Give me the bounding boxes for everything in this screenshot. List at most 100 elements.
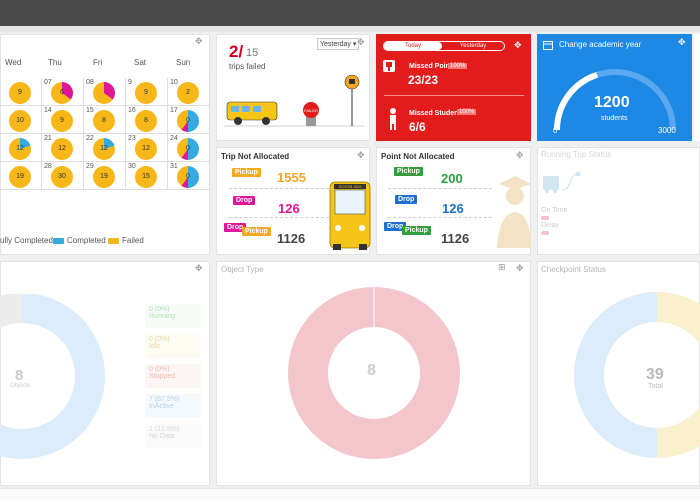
toggle-yesterday[interactable]: Yesterday [459, 43, 487, 49]
calendar-day-cell[interactable]: 29 19 [84, 162, 126, 190]
calendar-date: 10 [170, 79, 178, 86]
calendar-trip-count: 9 [60, 117, 64, 124]
missed-divider [384, 95, 524, 96]
calendar-trip-pie: 9 [135, 82, 157, 104]
calendar-trip-pie: 9 [51, 110, 73, 132]
calendar-day-cell[interactable]: 31 0 [168, 162, 210, 190]
running-trip-title: Running Trip Status [541, 150, 612, 159]
row-divider [229, 217, 329, 218]
academic-year-title[interactable]: Change academic year [559, 40, 642, 49]
calendar-trip-pie: 12 [51, 138, 73, 160]
trip-pickup-count: 1555 [277, 170, 306, 185]
calendar-day-cell[interactable]: 10 2 [168, 78, 210, 106]
calendar-trip-pie: 0 [177, 138, 199, 160]
checkpoint-total: 39 [646, 366, 664, 383]
status-idle[interactable]: 0 (0%) Idle [145, 334, 201, 358]
calendar-day-cell[interactable]: 21 12 [42, 134, 84, 162]
trip-drop-count: 126 [278, 201, 300, 216]
topbar-divider [0, 26, 700, 32]
trip-not-allocated-title: Trip Not Allocated [221, 152, 290, 161]
status-inactive[interactable]: 7 (87.5%) InActive [145, 394, 201, 418]
missed-points-title: Missed Points [409, 63, 457, 70]
calendar-day-cell[interactable]: 08 [84, 78, 126, 106]
point-both-count: 1126 [441, 231, 470, 246]
row-divider [229, 188, 329, 189]
pickup-tag: Pickup [242, 227, 271, 236]
objects-label: Objects [10, 383, 31, 389]
calendar-date: 30 [128, 163, 136, 170]
status-running[interactable]: 0 (0%) Running [145, 304, 201, 328]
period-select[interactable]: Yesterday ▾ [317, 38, 360, 50]
calendar-date: 29 [86, 163, 94, 170]
move-handle-icon[interactable]: ✥ [195, 264, 203, 274]
calendar-day-cell[interactable]: 28 30 [42, 162, 84, 190]
calendar-trip-pie: 15 [135, 166, 157, 188]
calendar-day-cell[interactable]: 23 12 [126, 134, 168, 162]
calendar-day-cell[interactable]: 19 [0, 162, 42, 190]
weekday-header: Wed [5, 58, 22, 67]
next-card-edge [694, 34, 700, 141]
move-handle-icon[interactable]: ✥ [678, 38, 686, 48]
calendar-day-cell[interactable]: 10 [0, 106, 42, 134]
trip-both-count: 1126 [277, 231, 306, 246]
toggle-today[interactable]: Today [384, 42, 442, 50]
export-icon[interactable]: ⊞ [498, 263, 506, 273]
calendar-trip-pie: 19 [9, 166, 31, 188]
move-handle-icon[interactable]: ✥ [195, 37, 203, 47]
missed-students-badge: 100% [457, 109, 477, 115]
object-type-total: 8 [367, 362, 376, 379]
move-handle-icon[interactable]: ✥ [516, 264, 524, 274]
calendar-trip-pie: 19 [93, 166, 115, 188]
calendar-day-cell[interactable]: 14 9 [42, 106, 84, 134]
calendar-trip-pie: 8 [93, 110, 115, 132]
pickup-tag: Pickup [232, 168, 261, 177]
calendar-day-cell[interactable]: 24 0 [168, 134, 210, 162]
status-no-data[interactable]: 1 (12.5%) No Data [145, 424, 201, 448]
row-divider [388, 217, 492, 218]
calendar-trip-count: 10 [16, 117, 24, 124]
calendar-trip-count: 19 [100, 173, 108, 180]
calendar-trip-pie: 8 [135, 110, 157, 132]
calendar-trip-count: 12 [58, 145, 66, 152]
graduate-illustration [497, 176, 531, 248]
point-pickup-count: 200 [441, 171, 463, 186]
calendar-day-cell[interactable]: 17 0 [168, 106, 210, 134]
move-handle-icon[interactable]: ✥ [514, 41, 522, 51]
day-toggle[interactable]: Today Yesterday [383, 41, 505, 51]
move-handle-icon[interactable]: ✥ [516, 151, 524, 161]
calendar-trip-pie: 10 [9, 110, 31, 132]
calendar-trip-pie: 6 [51, 82, 73, 104]
calendar-icon [543, 41, 553, 50]
calendar-date: 14 [44, 107, 52, 114]
calendar-trip-count: 0 [186, 117, 190, 124]
calendar-day-cell[interactable]: 15 8 [84, 106, 126, 134]
calendar-day-cell[interactable]: 22 12 [84, 134, 126, 162]
calendar-day-cell[interactable]: 12 [0, 134, 42, 162]
calendar-trip-count: 30 [58, 173, 66, 180]
on-time-bar [541, 216, 549, 220]
legend-completed: Completed [53, 236, 106, 245]
calendar-day-cell[interactable]: 16 8 [126, 106, 168, 134]
object-type-title: Object Type [221, 265, 264, 274]
calendar-trip-count: 15 [142, 173, 150, 180]
calendar-day-cell[interactable]: 30 15 [126, 162, 168, 190]
calendar-trip-pie: 0 [177, 166, 199, 188]
bus-sign-text: SCHOOL BUS [339, 185, 362, 189]
calendar-trip-count: 6 [60, 89, 64, 96]
object-type-donut [288, 287, 460, 459]
calendar-day-cell[interactable]: 07 6 [42, 78, 84, 106]
status-stopped[interactable]: 0 (0%) Stopped [145, 364, 201, 388]
move-handle-icon[interactable]: ✥ [357, 151, 365, 161]
drop-tag: Drop [224, 223, 247, 232]
calendar-date: 07 [44, 79, 52, 86]
bottom-strip [0, 488, 700, 500]
move-handle-icon[interactable]: ✥ [357, 38, 365, 48]
calendar-date: 17 [170, 107, 178, 114]
calendar-day-cell[interactable]: 9 [0, 78, 42, 106]
objects-donut [0, 294, 105, 459]
calendar-date: 31 [170, 163, 178, 170]
drop-point-tag: Drop [384, 222, 407, 231]
checkpoint-donut [574, 292, 700, 458]
calendar-trip-count: 8 [144, 117, 148, 124]
